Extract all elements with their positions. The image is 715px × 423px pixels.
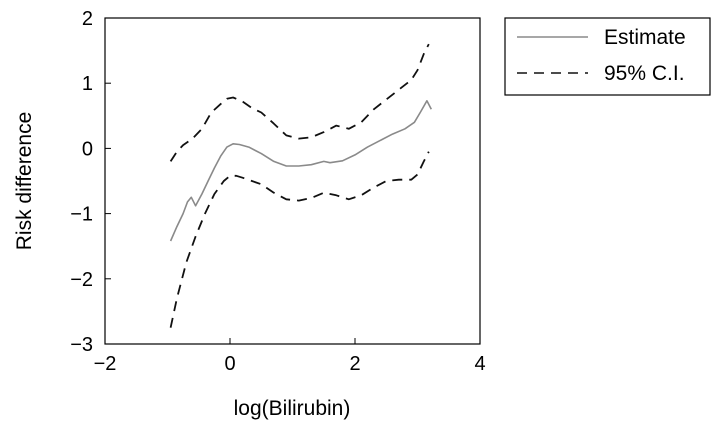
x-tick-label: 2 — [349, 353, 360, 375]
x-tick-label: 0 — [224, 353, 235, 375]
y-tick-label: −3 — [70, 334, 93, 356]
legend-label-ci: 95% C.I. — [604, 62, 685, 85]
legend: Estimate 95% C.I. — [504, 17, 711, 96]
y-tick-label: 0 — [82, 138, 93, 160]
y-axis-title: Risk difference — [13, 112, 36, 251]
x-axis-title: log(Bilirubin) — [234, 397, 351, 420]
legend-label-estimate: Estimate — [604, 26, 686, 49]
x-tick-label: 4 — [474, 353, 485, 375]
y-tick-label: −1 — [70, 204, 93, 226]
y-tick-label: 1 — [82, 73, 93, 95]
plot-frame — [104, 17, 481, 345]
y-tick-label: 2 — [82, 8, 93, 30]
y-tick-label: −2 — [70, 269, 93, 291]
x-tick-label: −2 — [94, 353, 117, 375]
ci-lower-line — [169, 151, 430, 328]
estimate-line — [169, 100, 433, 242]
legend-box — [504, 17, 711, 96]
ci-upper-line — [169, 43, 430, 162]
series-layer — [169, 43, 433, 328]
